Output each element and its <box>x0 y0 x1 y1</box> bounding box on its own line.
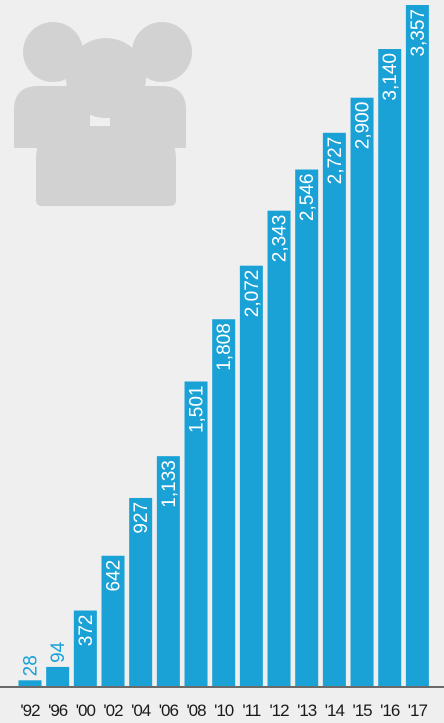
x-tick-label-5: '06 <box>159 701 179 720</box>
people-group-icon <box>14 22 192 206</box>
value-label-6: 1,501 <box>187 386 208 434</box>
value-label-10: 2,546 <box>297 174 318 222</box>
x-tick-label-14: '17 <box>408 701 428 720</box>
x-tick-label-13: '16 <box>380 701 400 720</box>
x-tick-label-8: '11 <box>242 701 260 720</box>
value-label-7: 1,808 <box>214 323 235 371</box>
x-tick-label-0: '92 <box>20 701 40 720</box>
x-tick-label-2: '00 <box>76 701 96 720</box>
bar-14 <box>405 5 429 686</box>
value-label-11: 2,727 <box>325 137 346 185</box>
x-tick-label-7: '10 <box>214 701 234 720</box>
bar-7 <box>212 319 236 686</box>
value-label-5: 1,133 <box>159 460 180 508</box>
bar-3 <box>101 555 125 686</box>
value-label-13: 3,140 <box>380 53 401 101</box>
bar-11 <box>322 132 346 686</box>
value-label-2: 372 <box>76 615 97 647</box>
bar-10 <box>295 169 319 686</box>
x-tick-label-4: '04 <box>131 701 151 720</box>
bar-1 <box>46 666 70 686</box>
value-label-4: 927 <box>131 502 152 534</box>
bar-4 <box>129 497 153 686</box>
bar-2 <box>73 610 97 686</box>
x-tick-label-6: '08 <box>186 701 206 720</box>
value-label-9: 2,343 <box>270 215 291 263</box>
x-tick-label-9: '12 <box>269 701 289 720</box>
bar-9 <box>267 210 291 686</box>
bar-13 <box>378 49 402 686</box>
value-label-14: 3,357 <box>408 9 429 57</box>
value-label-1: 94 <box>48 641 69 663</box>
bar-5 <box>156 456 180 686</box>
bar-8 <box>239 265 263 686</box>
x-tick-label-3: '02 <box>103 701 123 720</box>
x-tick-label-10: '13 <box>297 701 317 720</box>
value-label-12: 2,900 <box>353 102 374 150</box>
value-label-0: 28 <box>21 655 42 676</box>
bar-12 <box>350 97 374 686</box>
x-tick-label-11: '14 <box>325 701 345 720</box>
bar-0 <box>18 680 42 686</box>
bar-6 <box>184 381 208 686</box>
value-label-8: 2,072 <box>242 270 263 318</box>
value-label-3: 642 <box>104 560 125 592</box>
x-tick-label-1: '96 <box>48 701 68 720</box>
x-tick-label-12: '15 <box>352 701 372 720</box>
